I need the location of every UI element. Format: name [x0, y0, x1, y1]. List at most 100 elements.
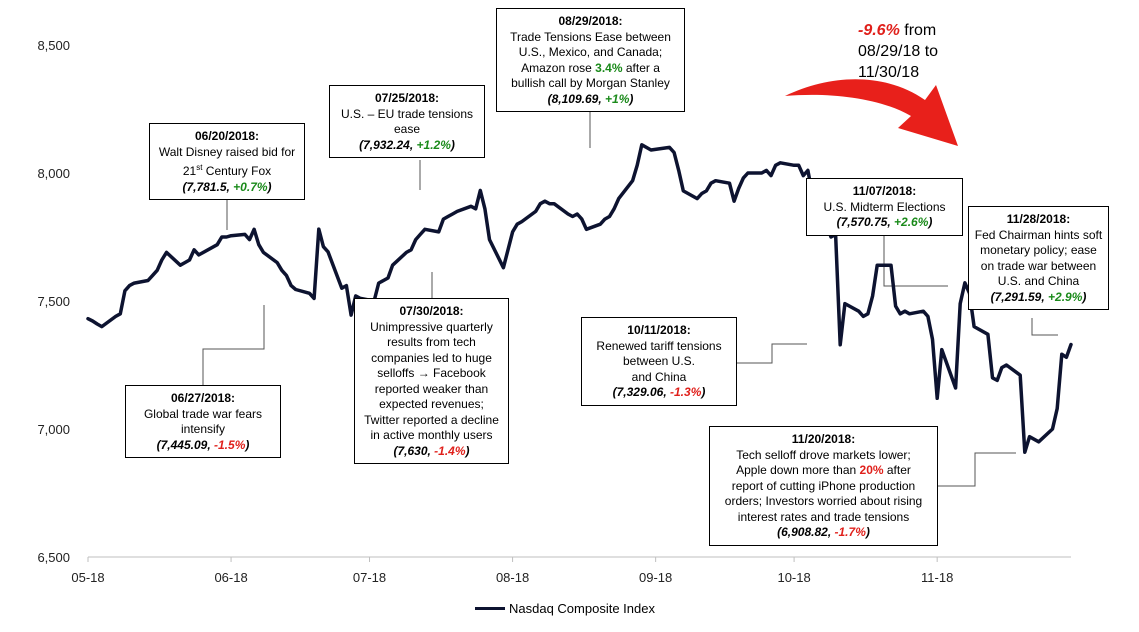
note-text: from	[899, 22, 937, 39]
callout-date: 06/27/2018:	[170, 391, 236, 405]
callout-text-part: after	[883, 463, 911, 477]
leader-line	[202, 305, 265, 385]
axes: 6,500 7,000 7,500 8,000 8,500 05-18 06-18 07-18…	[37, 38, 1071, 585]
callout-text: 21st Century Fox	[154, 160, 300, 180]
note-line-3: 11/30/18	[858, 64, 920, 81]
callout-text: U.S. and China	[997, 274, 1080, 288]
callout-text: Renewed tariff tensions	[596, 338, 722, 353]
callout-text-part: Amazon rose	[521, 60, 596, 75]
callout-text: results from tech	[387, 335, 476, 349]
callout-text-part: 21	[182, 164, 197, 178]
callout-11-28: 11/28/2018: Fed Chairman hints soft mone…	[968, 206, 1109, 310]
leader-line	[938, 452, 1016, 487]
callout-index-value: 7,329.06	[616, 385, 664, 399]
callout-text: Unimpressive quarterly	[370, 319, 493, 334]
callout-value: (8,109.69, +1%)	[547, 91, 634, 106]
callout-text: U.S. Midterm Elections	[823, 199, 946, 214]
callout-value: (7,329.06, -1.3%)	[612, 385, 706, 399]
callout-leader-lines	[202, 112, 1058, 487]
leader-line	[1031, 318, 1058, 336]
callout-text: reported weaker than	[374, 381, 489, 396]
y-tick-label: 8,500	[37, 38, 70, 53]
callout-07-25: 07/25/2018: U.S. – EU trade tensions eas…	[329, 85, 485, 158]
callout-value: (6,908.82, -1.7%)	[777, 525, 870, 539]
callout-date: 07/30/2018:	[399, 304, 464, 318]
callout-text-part: after a	[622, 60, 660, 75]
callout-change: +1.2%	[416, 137, 451, 152]
callout-date: 11/20/2018:	[791, 432, 856, 446]
callout-index-value: 7,445.09	[160, 437, 208, 452]
callout-text: on trade war between	[980, 258, 1097, 273]
callout-index-value: 6,908.82	[781, 525, 828, 539]
callout-index-value: 7,630	[397, 443, 428, 458]
x-tick-label: 05-18	[71, 570, 104, 585]
y-tick-label: 7,000	[37, 422, 70, 437]
series-layer	[86, 143, 1073, 455]
x-tick-label: 07-18	[353, 570, 386, 585]
callout-text: interest rates and trade tensions	[737, 509, 910, 524]
callout-text: in active monthly users	[370, 428, 493, 442]
callout-change: +1%	[605, 91, 630, 106]
leader-line	[737, 343, 807, 364]
legend: Nasdaq Composite Index	[475, 601, 655, 616]
callout-value: (7,630, -1.4%)	[393, 443, 470, 458]
callout-text: monetary policy; ease	[980, 243, 1097, 257]
callout-highlight-pct: 20%	[859, 463, 884, 477]
callout-index-value: 8,109.69	[551, 91, 599, 106]
callout-value: (7,445.09, -1.5%)	[156, 437, 250, 452]
y-tick-label: 7,500	[37, 294, 70, 309]
callout-index-value: 7,570.75	[840, 215, 888, 229]
callout-text: Fed Chairman hints soft	[974, 227, 1103, 242]
y-tick-label: 8,000	[37, 166, 70, 181]
note-pct: -9.6%	[858, 22, 900, 39]
callout-value: (7,291.59, +2.9%)	[990, 289, 1087, 304]
callout-text: Walt Disney raised bid for	[158, 144, 296, 159]
callout-value: (7,932.24, +1.2%)	[359, 137, 455, 152]
x-tick-label: 06-18	[214, 570, 247, 585]
legend-swatch	[475, 607, 505, 610]
callout-text: Tech selloff drove markets lower;	[736, 447, 911, 462]
note-line-2: 08/29/18 to	[858, 43, 939, 60]
callout-change: -1.3%	[670, 385, 702, 399]
callout-text: Global trade war fears	[143, 406, 263, 421]
callout-11-07: 11/07/2018: U.S. Midterm Elections (7,57…	[806, 178, 963, 236]
callout-change: -1.5%	[214, 437, 246, 452]
callout-text: intensify	[180, 422, 226, 436]
callout-index-value: 7,781.5	[186, 179, 227, 194]
callout-date: 11/07/2018:	[852, 184, 917, 198]
callout-change: +2.6%	[894, 215, 929, 229]
decline-note: -9.6% from 08/29/18 to 11/30/18	[858, 20, 938, 83]
callout-text: expected revenues;	[379, 397, 484, 411]
callout-index-value: 7,291.59	[994, 289, 1042, 304]
callout-text: companies led to huge	[371, 350, 492, 365]
callout-10-11: 10/11/2018: Renewed tariff tensions betw…	[581, 317, 737, 406]
callout-text: selloffs → Facebook	[377, 366, 486, 380]
callout-text: between U.S.	[622, 354, 696, 368]
x-tick-label: 11-18	[921, 570, 953, 585]
callout-text: report of cutting iPhone production	[731, 478, 916, 493]
callout-text: Trade Tensions Ease between	[510, 29, 671, 44]
callout-08-29: 08/29/2018: Trade Tensions Ease between …	[496, 8, 685, 112]
callout-date: 06/20/2018:	[194, 129, 260, 143]
series-line-nasdaq	[86, 143, 1073, 455]
callout-index-value: 7,932.24	[363, 137, 410, 152]
x-tick-label: 09-18	[639, 570, 672, 585]
callout-text: orders; Investors worried about rising	[724, 494, 923, 508]
callout-07-30: 07/30/2018: Unimpressive quarterly resul…	[354, 298, 509, 464]
callout-text: U.S., Mexico, and Canada;	[518, 45, 663, 59]
callout-11-20: 11/20/2018: Tech selloff drove markets l…	[709, 426, 938, 546]
callout-date: 10/11/2018:	[627, 323, 691, 337]
callout-text-part: Century Fox	[202, 164, 272, 178]
y-tick-label: 6,500	[37, 550, 70, 565]
callout-date: 07/25/2018:	[374, 91, 440, 105]
callout-text-part: Apple down more than	[736, 463, 860, 477]
callout-highlight-pct: 3.4%	[595, 60, 623, 75]
callout-change: -1.7%	[834, 525, 866, 539]
callout-value: (7,781.5, +0.7%)	[182, 179, 272, 194]
callout-superscript: st	[196, 163, 203, 172]
callout-06-20: 06/20/2018: Walt Disney raised bid for 2…	[149, 123, 305, 200]
x-tick-label: 10-18	[777, 570, 810, 585]
decline-arrow	[785, 79, 958, 146]
